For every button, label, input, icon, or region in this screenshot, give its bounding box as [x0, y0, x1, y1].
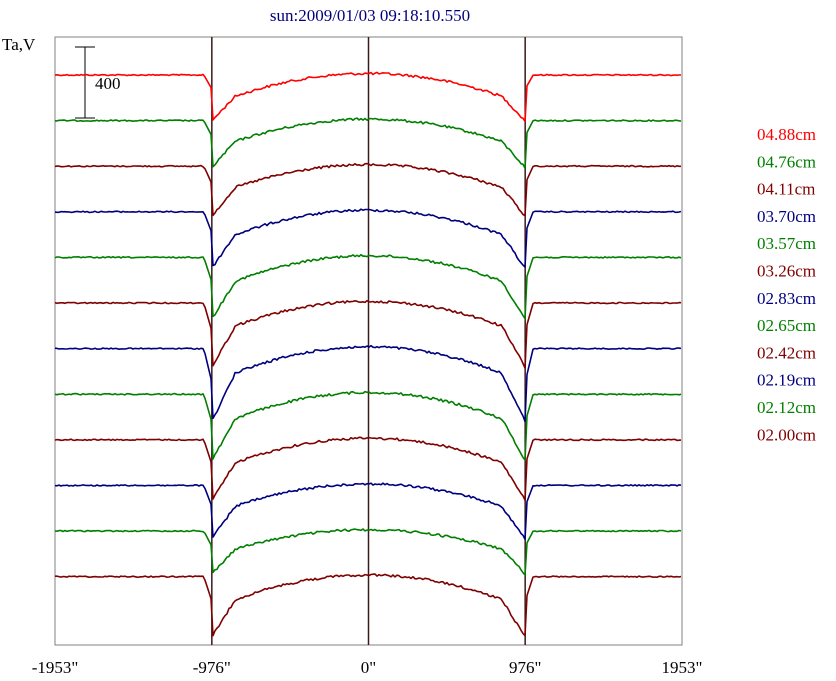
legend-item-02-12cm: 02.12cm: [757, 398, 816, 417]
legend-item-02-19cm: 02.19cm: [757, 371, 816, 390]
scale-bar-label: 400: [95, 74, 121, 93]
series-line-03-57cm: [54, 253, 682, 320]
series-line-02-19cm: [54, 482, 682, 541]
legend-item-04-11cm: 04.11cm: [757, 180, 815, 199]
x-tick-label: 976": [509, 658, 541, 677]
chart-title: sun:2009/01/03 09:18:10.550: [270, 6, 470, 25]
x-tick-labels: -1953" -976" 0" 976" 1953": [32, 658, 703, 677]
x-tick-label: 0": [361, 658, 376, 677]
limb-markers: [211, 37, 526, 645]
series-line-03-26cm: [54, 299, 682, 369]
legend-item-02-00cm: 02.00cm: [757, 425, 816, 444]
legend-item-03-26cm: 03.26cm: [757, 262, 816, 281]
series-group: [54, 71, 682, 637]
x-tick-label: 1953": [662, 658, 703, 677]
scale-bar: 400: [75, 46, 121, 119]
series-line-02-12cm: [54, 528, 682, 576]
series-line-02-83cm: [54, 344, 682, 423]
legend-item-03-57cm: 03.57cm: [757, 234, 816, 253]
x-tick-label: -1953": [32, 658, 79, 677]
legend-item-04-76cm: 04.76cm: [757, 152, 816, 171]
x-tick-label: -976": [193, 658, 231, 677]
series-line-04-11cm: [54, 162, 681, 217]
series-line-03-70cm: [54, 208, 682, 268]
series-line-02-00cm: [55, 573, 682, 637]
y-axis-label: Ta,V: [2, 35, 36, 54]
legend-item-02-42cm: 02.42cm: [757, 343, 816, 362]
series-line-02-42cm: [54, 436, 682, 501]
legend-item-03-70cm: 03.70cm: [757, 207, 816, 226]
legend: 04.88cm 04.76cm 04.11cm 03.70cm 03.57cm 03.26…: [757, 125, 816, 444]
series-line-04-76cm: [54, 117, 682, 169]
legend-item-02-65cm: 02.65cm: [757, 316, 816, 335]
series-line-02-65cm: [54, 390, 682, 461]
legend-item-02-83cm: 02.83cm: [757, 289, 816, 308]
series-line-04-88cm: [54, 71, 681, 123]
legend-item-04-88cm: 04.88cm: [757, 125, 816, 144]
